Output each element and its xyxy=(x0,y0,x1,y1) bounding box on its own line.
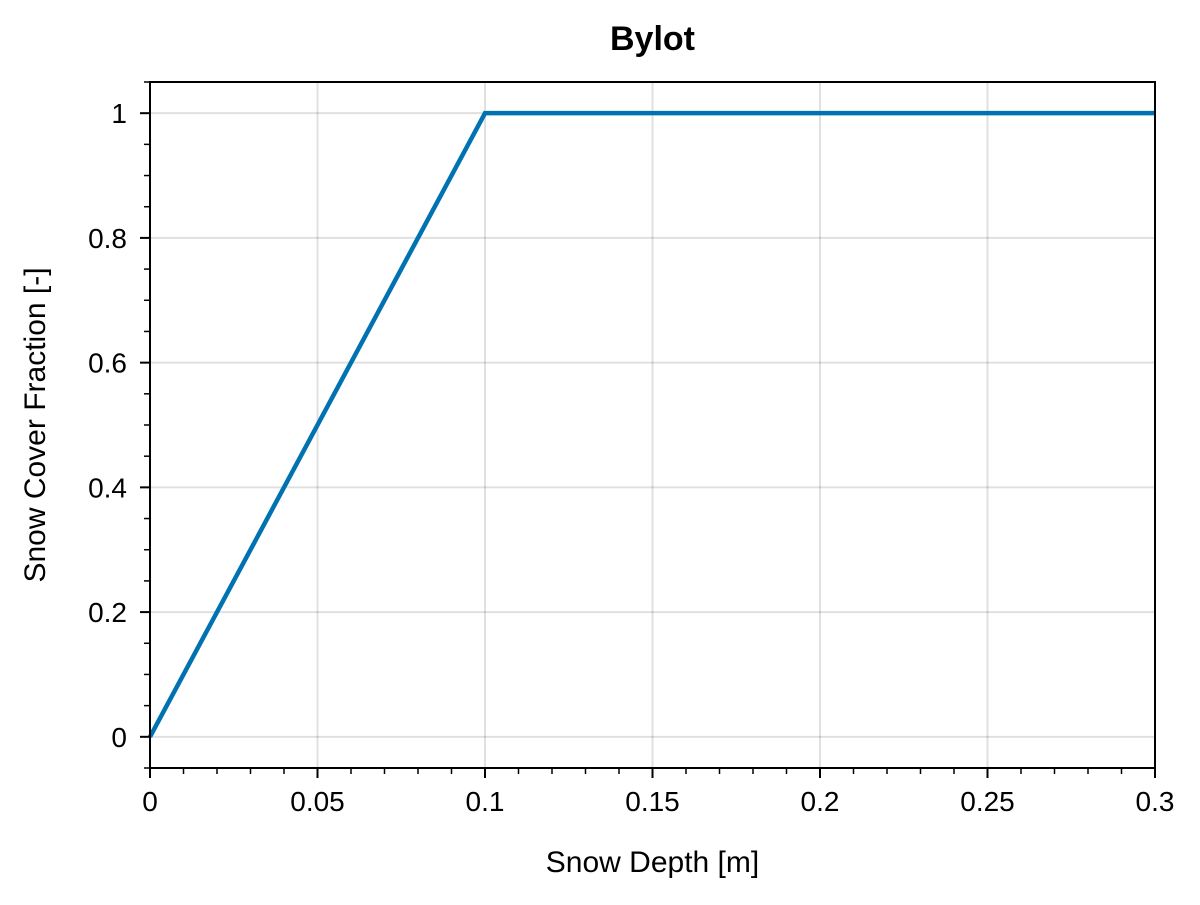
x-tick-label: 0.25 xyxy=(960,786,1015,817)
x-tick-label: 0.15 xyxy=(625,786,680,817)
grid-lines xyxy=(149,82,1156,768)
series-layer xyxy=(148,110,1155,738)
chart-title: Bylot xyxy=(610,20,695,58)
series-line xyxy=(148,110,1155,738)
y-tick-label: 0.2 xyxy=(88,597,127,628)
y-axis-label: Snow Cover Fraction [-] xyxy=(19,267,52,582)
x-tick-label: 0.1 xyxy=(466,786,505,817)
x-tick-label: 0.2 xyxy=(801,786,840,817)
x-axis-label: Snow Depth [m] xyxy=(546,846,759,879)
y-tick-label: 0.6 xyxy=(88,348,127,379)
y-tick-label: 0.4 xyxy=(88,472,127,503)
y-tick-label: 0 xyxy=(111,722,127,753)
x-tick-label: 0 xyxy=(142,786,158,817)
x-tick-label: 0.3 xyxy=(1136,786,1175,817)
x-tick-label: 0.05 xyxy=(290,786,345,817)
y-tick-label: 0.8 xyxy=(88,223,127,254)
y-tick-label: 1 xyxy=(111,98,127,129)
axis-ticks: 0 0.05 0.1 0.15 0.2 0.25 0.3 0 0.2 0.4 0.6 0.8 1 xyxy=(88,81,1175,817)
